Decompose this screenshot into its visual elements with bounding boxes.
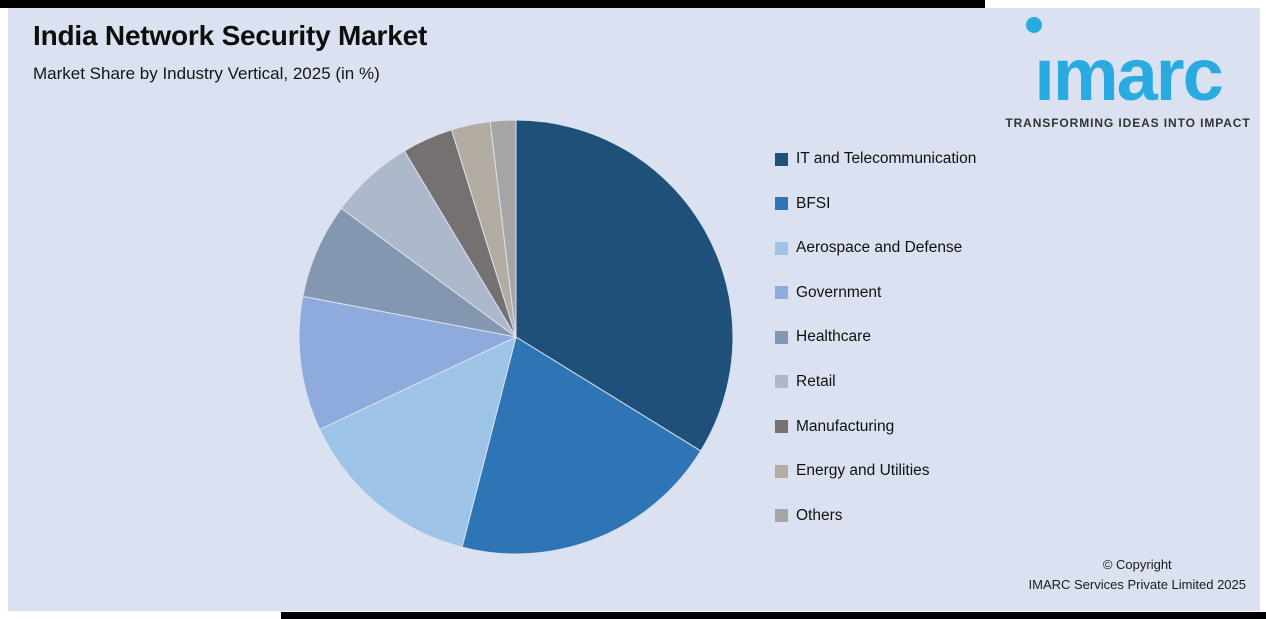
- chart-subtitle: Market Share by Industry Vertical, 2025 …: [33, 64, 380, 83]
- legend-swatch-icon: [775, 241, 788, 255]
- legend-item: Retail: [775, 373, 976, 391]
- imarc-logo: ımarc TRANSFORMING IDEAS INTO IMPACT: [1000, 12, 1256, 130]
- legend-item: Others: [775, 507, 976, 525]
- legend-item: BFSI: [775, 195, 976, 213]
- chart-title: India Network Security Market: [33, 20, 428, 51]
- legend-label: Energy and Utilities: [796, 462, 930, 480]
- imarc-logo-wordmark: ımarc: [1034, 33, 1223, 116]
- legend-item: IT and Telecommunication: [775, 150, 976, 168]
- legend-swatch-icon: [775, 420, 788, 434]
- copyright-line2: IMARC Services Private Limited 2025: [1028, 577, 1246, 593]
- legend-swatch-icon: [775, 330, 788, 344]
- legend-label: Others: [796, 506, 843, 524]
- imarc-logo-tagline: TRANSFORMING IDEAS INTO IMPACT: [1005, 116, 1251, 130]
- legend-item: Energy and Utilities: [775, 462, 976, 480]
- legend-item: Healthcare: [775, 328, 976, 346]
- top-accent-bar: [0, 0, 985, 8]
- pie-slice-aerospace-and-defense: [319, 336, 517, 548]
- copyright-line1: © Copyright: [1102, 557, 1172, 572]
- legend-swatch-icon: [775, 509, 788, 523]
- legend-swatch-icon: [775, 286, 788, 300]
- legend-label: Healthcare: [796, 328, 871, 346]
- pie-chart: [296, 117, 736, 557]
- pie-slice-government: [298, 295, 517, 430]
- legend-item: Manufacturing: [775, 418, 976, 436]
- pie-slice-bfsi: [461, 336, 702, 555]
- bottom-accent-bar: [281, 612, 1266, 619]
- legend-label: Manufacturing: [796, 417, 895, 435]
- pie-slice-it-and-telecommunication: [515, 119, 734, 452]
- legend-item: Aerospace and Defense: [775, 239, 976, 257]
- legend-label: Retail: [796, 372, 836, 390]
- imarc-logo-dot-icon: [1026, 17, 1042, 33]
- legend: IT and Telecommunication BFSI Aerospace an…: [775, 150, 976, 551]
- legend-label: Government: [796, 283, 882, 301]
- pie-slice-others: [489, 119, 517, 338]
- pie-chart-svg: [298, 119, 734, 555]
- legend-label: BFSI: [796, 194, 831, 212]
- copyright-note: © Copyright IMARC Services Private Limit…: [1029, 555, 1246, 595]
- legend-swatch-icon: [775, 464, 788, 478]
- legend-swatch-icon: [775, 197, 788, 211]
- legend-swatch-icon: [775, 375, 788, 389]
- legend-label: IT and Telecommunication: [796, 150, 977, 167]
- legend-item: Government: [775, 284, 976, 302]
- legend-label: Aerospace and Defense: [796, 239, 963, 257]
- legend-swatch-icon: [775, 152, 788, 166]
